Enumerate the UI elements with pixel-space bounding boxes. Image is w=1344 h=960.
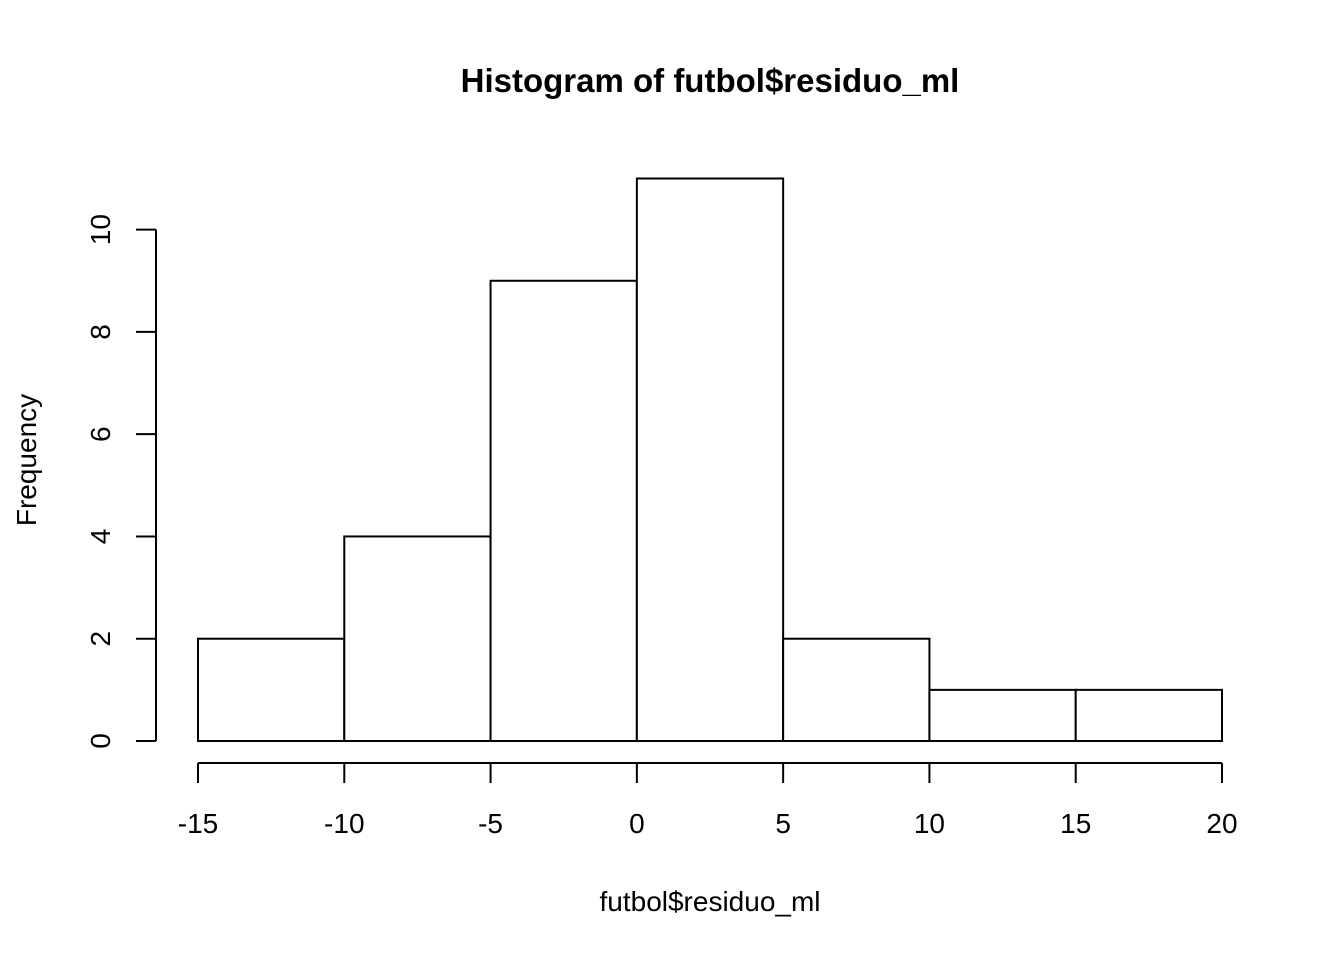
y-axis: 0 2 4 6 8 10: [85, 214, 157, 749]
y-tick-label: 2: [85, 631, 116, 647]
y-tick-label: 8: [85, 324, 116, 340]
x-tick-label: 15: [1060, 808, 1091, 839]
y-ticks: 0 2 4 6 8 10: [85, 214, 156, 749]
y-tick-label: 10: [85, 214, 116, 245]
y-tick-label: 4: [85, 529, 116, 545]
histogram-bar: [928, 688, 1077, 743]
y-tick-label: 0: [85, 733, 116, 749]
y-tick-label: 6: [85, 426, 116, 442]
x-ticks: -15 -10 -5 0 5 10 15 20: [178, 763, 1238, 839]
y-axis-label: Frequency: [11, 394, 42, 526]
histogram-bar: [343, 535, 492, 742]
x-tick-label: 0: [629, 808, 645, 839]
x-tick-label: 10: [914, 808, 945, 839]
chart-title: Histogram of futbol$residuo_ml: [461, 62, 960, 99]
histogram-bar: [489, 279, 638, 742]
x-axis: -15 -10 -5 0 5 10 15 20: [178, 762, 1238, 839]
histogram-bar: [1074, 688, 1223, 743]
x-tick-label: -10: [324, 808, 364, 839]
x-tick-label: 20: [1206, 808, 1237, 839]
histogram-bars: [197, 177, 1223, 743]
x-axis-label: futbol$residuo_ml: [599, 886, 820, 917]
x-tick-label: -5: [478, 808, 503, 839]
histogram-bar: [635, 177, 785, 742]
histogram-bar: [197, 637, 346, 743]
x-tick-label: -15: [178, 808, 218, 839]
histogram-bar: [782, 637, 931, 743]
x-tick-label: 5: [775, 808, 791, 839]
